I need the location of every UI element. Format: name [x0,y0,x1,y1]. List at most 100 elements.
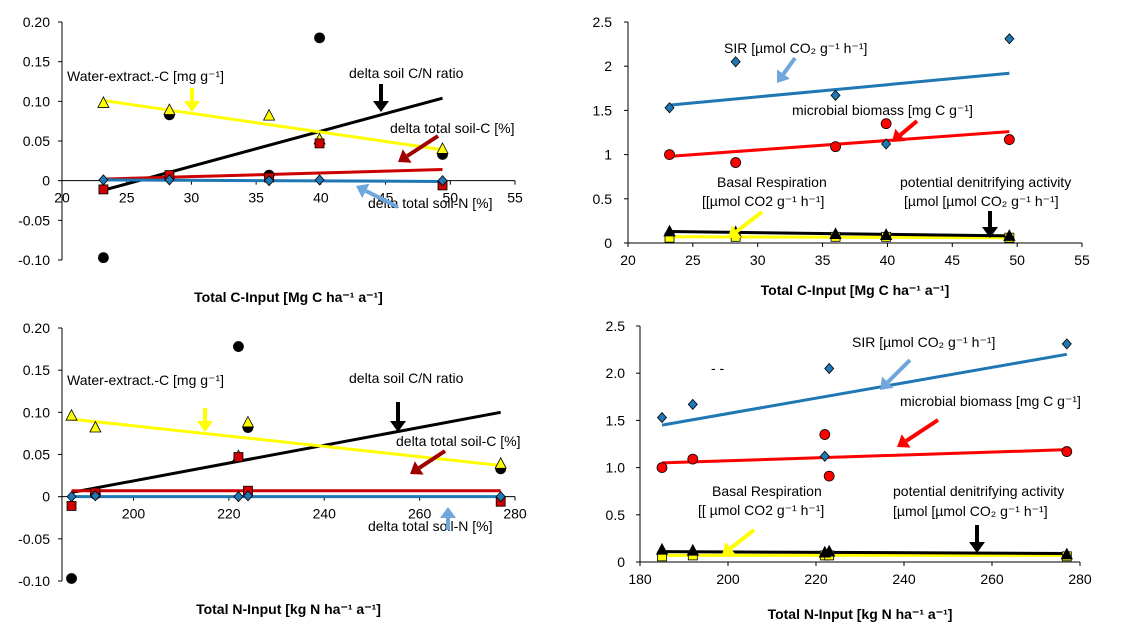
arrow-tn [440,507,456,530]
arrow-sir [880,358,912,390]
point-tc [66,501,77,511]
y-tick-label: 0 [42,489,50,505]
point-sir [819,450,830,462]
point-mb [664,149,675,161]
x-tick-label: 35 [815,252,831,268]
x-tick-label: 35 [248,190,264,206]
y-tick-label: 1.0 [606,460,626,476]
x-axis-label: Total C-Input [Mg C ha⁻¹ a⁻¹] [761,282,950,298]
x-tick-label: 45 [944,252,960,268]
point-tn [495,491,506,503]
y-tick-label: 0.5 [593,191,613,207]
annotation-br1: Basal Respiration [717,174,827,190]
point-wec [494,456,507,469]
y-tick-label: 0.05 [23,447,50,463]
trendline-wec [103,99,443,152]
y-tick-label: 0.20 [23,320,50,336]
point-wec [262,108,276,121]
y-tick-label: 0.15 [23,54,50,70]
annotation-sir: SIR [µmol CO₂ g⁻¹ h⁻¹] [724,40,867,56]
arrow-br [728,210,764,238]
y-tick-label: -0.10 [18,252,50,268]
x-tick-label: 280 [503,506,527,522]
x-tick-label: 200 [122,506,146,522]
x-tick-label: 280 [1068,571,1092,587]
arrow-tc [398,134,440,163]
y-tick-label: 0.10 [23,404,50,420]
chart-panel-2: 0 0.5 1 1.5 2 2.5 20 25 30 35 40 45 50 55 Total C-Inpu… [593,14,1090,298]
point-mb [823,470,835,482]
x-tick-label: 25 [685,252,701,268]
trendline-wec [71,417,501,467]
y-tick-label: -0.10 [18,573,50,589]
point-pda [663,224,676,237]
point-tn [242,490,254,502]
x-tick-label: 40 [313,190,329,206]
x-tick-label: 50 [442,190,458,206]
y-tick-label: 1.5 [606,412,626,428]
point-sir [1004,33,1015,45]
point-tc [233,452,244,462]
x-tick-label: 240 [313,506,337,522]
arrow-sir [776,56,797,83]
annotation-tn: delta total soil-N [%] [368,518,493,534]
point-wec [241,415,255,428]
y-tick-label: 2.5 [593,14,613,30]
point-cn [314,32,325,44]
x-tick-label: 20 [620,252,636,268]
annotation-dash: - - [711,360,725,376]
arrow-mb [897,418,940,448]
annotation-cn: delta soil C/N ratio [349,65,464,81]
x-tick-label: 200 [716,571,740,587]
point-sir [687,398,698,410]
annotation-tc: delta total soil-C [%] [390,120,515,136]
point-tn [264,175,275,187]
y-tick-label: 0.20 [23,14,50,30]
annotation-tc: delta total soil-C [%] [396,433,521,449]
point-mb [880,118,892,130]
trendline-cn [71,410,501,494]
point-pda [1003,229,1016,241]
point-cn [233,341,244,352]
y-tick-label: 0 [42,173,50,189]
point-pda [823,544,836,557]
annotation-mb: microbial biomass [mg C g⁻¹] [900,393,1081,409]
annotation-br1: Basal Respiration [712,483,822,499]
y-tick-label: 0.10 [23,93,50,109]
point-sir [830,89,841,101]
arrow-pda [969,525,985,553]
y-tick-label: 0.05 [23,133,50,149]
point-mb [819,429,831,440]
point-wec [89,420,102,433]
point-mb [656,462,668,474]
x-axis-label: Total N-Input [kg N ha⁻¹ a⁻¹] [768,606,953,622]
point-tc [314,138,325,149]
point-pda [829,227,842,240]
point-tn [314,174,325,186]
annotation-wec: Water-extract.-C [mg g⁻¹] [67,372,224,388]
point-wec [65,408,78,421]
point-cn [66,573,77,584]
annotation-pda2: [µmol [µmol CO₂ g⁻¹ h⁻¹] [904,193,1059,209]
point-tn [66,491,77,503]
x-tick-label: 260 [408,506,432,522]
chart-panel-3: -0.10 -0.05 0 0.05 0.10 0.15 0.20 200 220 240 260 2… [18,320,527,617]
annotation-pda1: potential denitrifying activity [893,483,1064,499]
x-tick-label: 30 [750,252,766,268]
y-tick-label: -0.05 [18,212,50,228]
annotation-wec: Water-extract.-C [mg g⁻¹] [67,68,224,84]
point-wec [97,96,110,108]
y-tick-label: 2 [604,58,612,74]
annotation-mb: microbial biomass [mg C g⁻¹] [792,102,973,118]
y-tick-label: 0 [617,554,625,570]
point-tn [98,174,109,186]
arrow-pda [982,211,998,238]
y-tick-label: -0.05 [18,531,50,547]
y-tick-label: 0.5 [606,507,626,523]
annotation-cn: delta soil C/N ratio [349,370,464,386]
annotation-pda1: potential denitrifying activity [900,174,1071,190]
trendline-mb [661,448,1067,465]
y-tick-label: 1.5 [593,102,613,118]
